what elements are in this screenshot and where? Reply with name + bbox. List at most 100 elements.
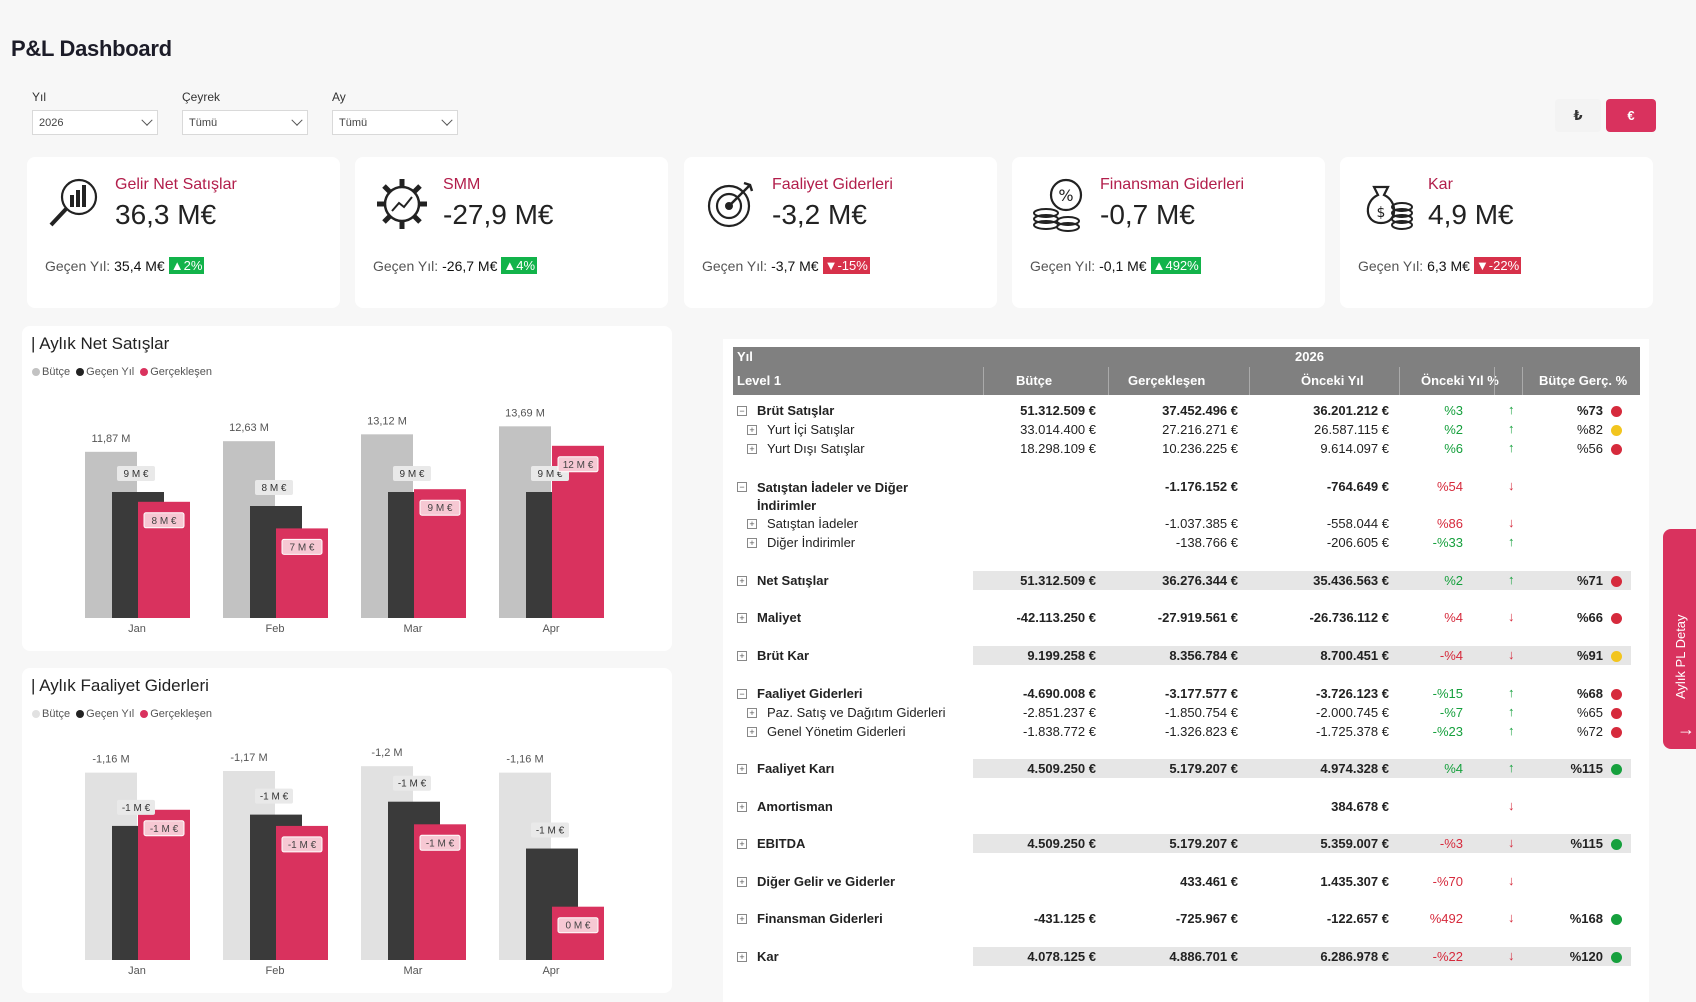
month-dropdown[interactable]: Tümü <box>332 110 458 135</box>
label-pill <box>393 775 431 791</box>
expand-icon[interactable]: + <box>737 613 747 623</box>
kpi-prev-label: Geçen Yıl: <box>373 257 439 274</box>
row-highlight <box>973 834 1631 853</box>
label-pill <box>557 917 599 934</box>
slicer-year[interactable]: Yıl 2026 <box>32 90 158 135</box>
label-pill <box>281 538 323 555</box>
cell-budget-pct: %56 <box>1576 441 1603 456</box>
expand-icon[interactable]: + <box>747 519 757 529</box>
side-tab-label: Aylık PL Detay <box>1673 614 1688 699</box>
legend-item-budget: Bütçe <box>32 366 70 378</box>
label-pill <box>281 836 323 853</box>
chart-legend: Bütçe Geçen Yıl Gerçekleşen <box>32 366 212 378</box>
kpi-prev-value: -0,1 M€ <box>1099 257 1147 274</box>
cell-prev-year: 35.436.563 € <box>1313 573 1389 588</box>
row-label: Satıştan İadeler <box>767 516 859 531</box>
cell-prev-year-pct: %2 <box>1444 422 1463 437</box>
label-pill <box>143 512 185 529</box>
cell-actual: 10.236.225 € <box>1162 441 1238 456</box>
cell-actual: 27.216.271 € <box>1162 422 1238 437</box>
col-header[interactable]: Bütçe <box>1016 373 1053 388</box>
quarter-dropdown[interactable]: Tümü <box>182 110 308 135</box>
col-header[interactable]: Level 1 <box>737 373 782 388</box>
col-header[interactable]: Bütçe Gerç. % <box>1539 373 1628 388</box>
row-label: Satıştan İadeler ve Diğer İndirimler <box>757 480 909 513</box>
expand-icon[interactable]: + <box>747 727 757 737</box>
label-pill <box>117 799 155 815</box>
label-pill <box>117 466 155 481</box>
kpi-previous-year: Geçen Yıl: -26,7 M€ ▲4% <box>373 257 538 274</box>
cell-prev-year: -558.044 € <box>1326 516 1389 531</box>
arrow-down-icon: ↓ <box>1508 647 1515 662</box>
row-label: Amortisman <box>757 799 833 814</box>
kpi-change-badge: ▲4% <box>501 257 538 274</box>
expand-icon[interactable]: + <box>737 576 747 586</box>
col-header[interactable]: Önceki Yıl % <box>1421 373 1499 388</box>
row-highlight <box>973 571 1631 590</box>
row-label: Finansman Giderleri <box>757 911 883 926</box>
cell-prev-year-pct: -%4 <box>1439 648 1463 663</box>
col-header[interactable]: Gerçekleşen <box>1128 373 1206 388</box>
chart-legend: Bütçe Geçen Yıl Gerçekleşen <box>32 708 212 720</box>
collapse-icon[interactable]: − <box>737 689 747 699</box>
expand-icon[interactable]: + <box>737 914 747 924</box>
expand-icon[interactable]: + <box>737 877 747 887</box>
arrow-up-icon: ↑ <box>1508 685 1515 700</box>
slicer-quarter[interactable]: Çeyrek Tümü <box>182 90 308 135</box>
gear-chart-icon <box>377 179 427 229</box>
cell-prev-year-pct: %54 <box>1436 479 1463 494</box>
kpi-name: Gelir Net Satışlar <box>115 176 237 193</box>
expand-icon[interactable]: + <box>737 802 747 812</box>
cell-prev-year-pct: -%70 <box>1432 874 1463 889</box>
row-highlight <box>973 646 1631 665</box>
cell-actual: 4.886.701 € <box>1169 949 1238 964</box>
bar-actual <box>552 906 604 960</box>
label-pill <box>531 822 569 838</box>
cell-actual: -1.326.823 € <box>1164 724 1238 739</box>
expand-icon[interactable]: + <box>737 839 747 849</box>
cell-prev-year-pct: %6 <box>1444 441 1463 456</box>
cell-budget-pct: %68 <box>1576 686 1603 701</box>
svg-text:%: % <box>1058 186 1073 205</box>
x-tick-label: Apr <box>542 965 559 977</box>
year-dropdown[interactable]: 2026 <box>32 110 158 135</box>
chevron-down-icon <box>441 114 453 126</box>
expand-icon[interactable]: + <box>737 651 747 661</box>
arrow-down-icon: ↓ <box>1508 873 1515 888</box>
x-tick-label: Apr <box>542 623 559 635</box>
expand-icon[interactable]: + <box>747 425 757 435</box>
collapse-icon[interactable]: − <box>737 482 747 492</box>
currency-eur-button[interactable]: € <box>1606 99 1656 132</box>
expand-icon[interactable]: + <box>737 764 747 774</box>
cell-prev-year: -26.736.112 € <box>1309 610 1389 625</box>
slicer-month[interactable]: Ay Tümü <box>332 90 458 135</box>
col-header[interactable]: Önceki Yıl <box>1301 373 1364 388</box>
cell-budget-pct: %71 <box>1576 573 1603 588</box>
cell-budget: 4.509.250 € <box>1027 761 1096 776</box>
expand-icon[interactable]: + <box>747 444 757 454</box>
collapse-icon[interactable]: − <box>737 406 747 416</box>
x-tick-label: Feb <box>266 623 285 635</box>
cell-budget: 33.014.400 € <box>1020 422 1096 437</box>
status-dot <box>1611 914 1622 925</box>
cell-prev-year: 6.286.978 € <box>1320 949 1389 964</box>
cell-prev-year-pct: %3 <box>1444 403 1463 418</box>
cell-actual: 37.452.496 € <box>1162 403 1238 418</box>
cell-prev-year: 36.201.212 € <box>1313 403 1389 418</box>
kpi-card-finance: % Finansman Giderleri -0,7 M€ Geçen Yıl:… <box>1012 157 1325 308</box>
label-pill <box>557 456 599 473</box>
data-label-prev: -1 M € <box>398 779 427 790</box>
arrow-down-icon: ↓ <box>1508 798 1515 813</box>
expand-icon[interactable]: + <box>747 538 757 548</box>
expand-icon[interactable]: + <box>737 952 747 962</box>
row-label: Genel Yönetim Giderleri <box>767 724 906 739</box>
expand-icon[interactable]: + <box>747 708 757 718</box>
kpi-card-smm: SMM -27,9 M€ Geçen Yıl: -26,7 M€ ▲4% <box>355 157 668 308</box>
slicer-label: Çeyrek <box>182 90 221 104</box>
currency-try-button[interactable]: ₺ <box>1555 99 1601 132</box>
legend-item-budget: Bütçe <box>32 708 70 720</box>
percent-coins-icon: % <box>1033 178 1083 232</box>
monthly-pl-detail-tab[interactable]: Aylık PL Detay → <box>1663 529 1696 749</box>
cell-prev-year-pct: %4 <box>1444 610 1463 625</box>
kpi-value: -27,9 M€ <box>443 199 554 230</box>
